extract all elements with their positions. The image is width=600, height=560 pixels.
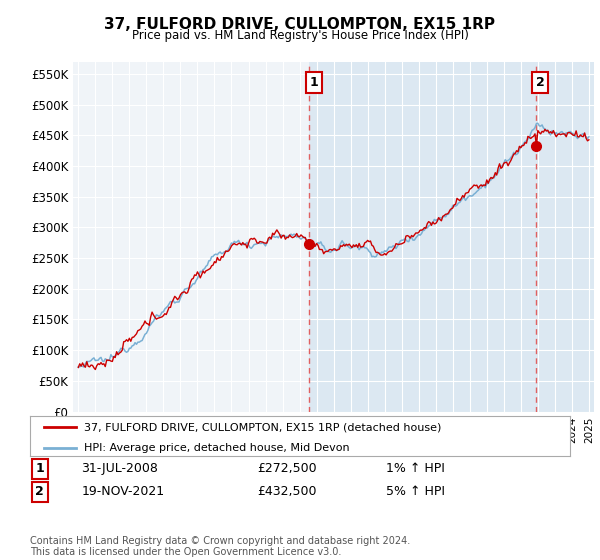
Text: 37, FULFORD DRIVE, CULLOMPTON, EX15 1RP: 37, FULFORD DRIVE, CULLOMPTON, EX15 1RP — [104, 17, 496, 32]
Bar — [73, 62, 310, 412]
Text: 19-NOV-2021: 19-NOV-2021 — [82, 486, 164, 498]
Text: 2: 2 — [536, 76, 545, 89]
Text: Contains HM Land Registry data © Crown copyright and database right 2024.
This d: Contains HM Land Registry data © Crown c… — [30, 535, 410, 557]
Text: 2: 2 — [35, 486, 44, 498]
Text: 5% ↑ HPI: 5% ↑ HPI — [386, 486, 445, 498]
Bar — [310, 62, 536, 412]
Text: £272,500: £272,500 — [257, 463, 316, 475]
Bar — [536, 62, 594, 412]
Text: 37, FULFORD DRIVE, CULLOMPTON, EX15 1RP (detached house): 37, FULFORD DRIVE, CULLOMPTON, EX15 1RP … — [84, 422, 442, 432]
Text: 1: 1 — [310, 76, 318, 89]
Text: £432,500: £432,500 — [257, 486, 316, 498]
Text: 1: 1 — [35, 463, 44, 475]
Text: Price paid vs. HM Land Registry's House Price Index (HPI): Price paid vs. HM Land Registry's House … — [131, 29, 469, 42]
Text: 31-JUL-2008: 31-JUL-2008 — [82, 463, 158, 475]
Text: 1% ↑ HPI: 1% ↑ HPI — [386, 463, 445, 475]
Text: HPI: Average price, detached house, Mid Devon: HPI: Average price, detached house, Mid … — [84, 442, 350, 452]
